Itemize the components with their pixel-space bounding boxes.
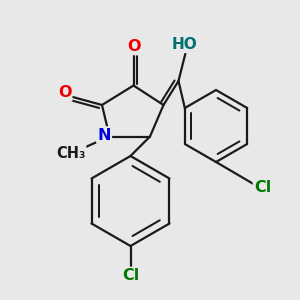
Text: Cl: Cl bbox=[254, 180, 271, 195]
Text: N: N bbox=[97, 128, 111, 142]
Text: HO: HO bbox=[172, 37, 197, 52]
Text: CH₃: CH₃ bbox=[56, 146, 85, 160]
Text: O: O bbox=[127, 39, 140, 54]
Text: Cl: Cl bbox=[122, 268, 139, 283]
Text: O: O bbox=[58, 85, 71, 100]
